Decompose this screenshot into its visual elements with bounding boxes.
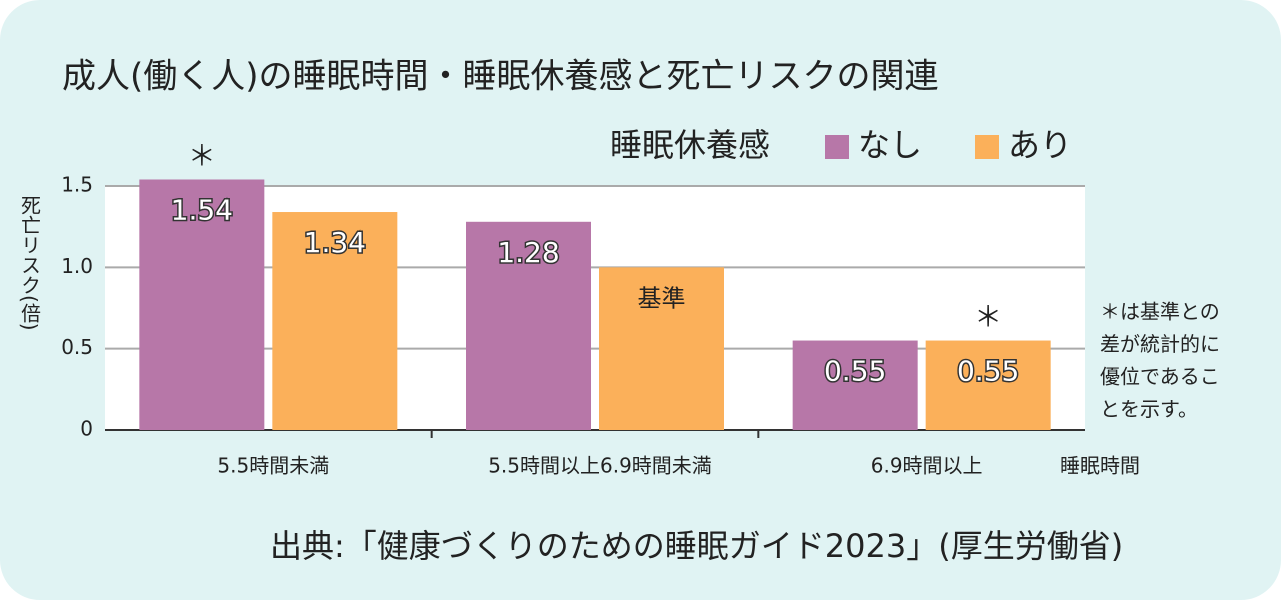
legend-label: なし: [858, 126, 922, 164]
x-tick-label: 5.5時間以上6.9時間未満: [488, 454, 712, 478]
y-tick-label: 0: [80, 417, 93, 441]
y-tick-label: 0.5: [61, 335, 93, 359]
value-label: 基準: [638, 284, 686, 312]
bar: [466, 221, 591, 430]
y-axis-label: 死亡リスク(倍): [18, 195, 42, 331]
x-axis-label: 睡眠時間: [1060, 454, 1140, 478]
significance-mark: ＊: [188, 139, 216, 172]
source: 出典:「健康づくりのための睡眠ガイド2023」(厚生労働省): [270, 527, 1123, 565]
legend-swatch: [825, 135, 849, 159]
plot-area: [105, 186, 1085, 430]
bar: [272, 212, 398, 430]
x-tick-label: 6.9時間以上: [871, 454, 983, 478]
significance-mark: ＊: [974, 301, 1002, 334]
chart-title: 成人(働く人)の睡眠時間・睡眠休養感と死亡リスクの関連: [62, 57, 939, 97]
bar: [792, 340, 918, 430]
bar: [599, 267, 724, 430]
value-label: 0.55: [824, 355, 886, 388]
note-line: 優位であるこ: [1100, 365, 1220, 389]
legend-swatch: [975, 135, 999, 159]
bar: [925, 340, 1051, 430]
legend-label: あり: [1008, 126, 1072, 164]
legend-title: 睡眠休養感: [610, 126, 770, 164]
bar: [139, 179, 265, 430]
y-tick-label: 1.0: [61, 254, 93, 278]
y-tick-label: 1.5: [61, 173, 93, 197]
value-label: 0.55: [957, 355, 1019, 388]
note-line: とを示す。: [1100, 397, 1198, 421]
value-label: 1.54: [171, 193, 233, 226]
value-label: 1.28: [497, 236, 559, 269]
value-label: 1.34: [304, 226, 366, 259]
note-line: ＊は基準との: [1100, 300, 1220, 324]
note-line: 差が統計的に: [1100, 332, 1220, 356]
x-tick-label: 5.5時間未満: [217, 454, 329, 478]
